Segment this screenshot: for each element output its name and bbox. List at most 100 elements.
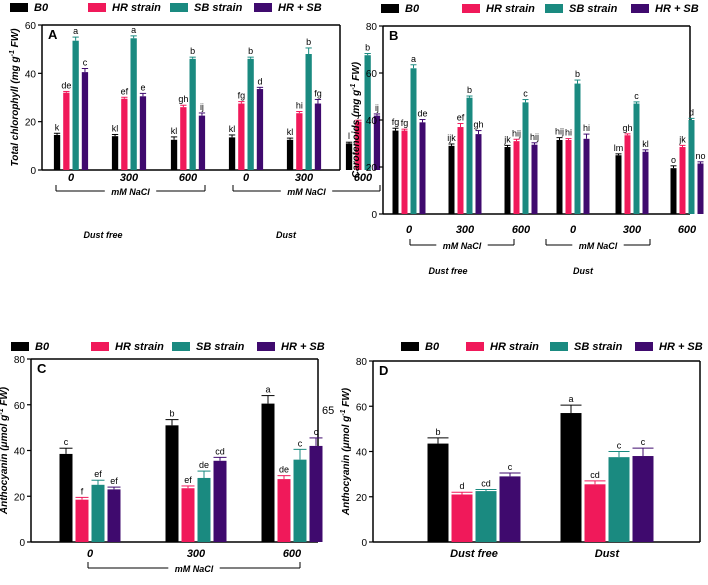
bar bbox=[457, 127, 464, 214]
significance-letter: fg bbox=[392, 117, 400, 127]
legend-swatch bbox=[257, 342, 275, 351]
legend-label: HR strain bbox=[112, 2, 161, 14]
x-tick-label: 600 bbox=[283, 548, 302, 560]
legend-swatch bbox=[401, 342, 419, 351]
legend-label: HR + SB bbox=[278, 2, 322, 14]
significance-letter: b bbox=[575, 69, 580, 79]
significance-letter: kl bbox=[642, 139, 649, 149]
legend-label: HR strain bbox=[115, 341, 164, 353]
bar bbox=[305, 54, 312, 170]
significance-letter: c bbox=[508, 462, 513, 472]
y-tick-label: 60 bbox=[25, 21, 37, 32]
legend-label: HR + SB bbox=[659, 341, 703, 353]
y-axis-label-main: Anthocyanin bbox=[0, 451, 10, 515]
x-tick-label: 300 bbox=[623, 224, 642, 236]
y-tick-label: 20 bbox=[25, 118, 37, 129]
bar bbox=[688, 120, 695, 214]
legend-swatch bbox=[170, 3, 188, 12]
bar bbox=[401, 130, 408, 214]
significance-letter: hij bbox=[555, 127, 564, 137]
bar bbox=[213, 460, 227, 542]
bar bbox=[560, 413, 582, 542]
significance-letter: ef bbox=[94, 469, 102, 479]
significance-letter: c bbox=[523, 89, 528, 99]
bar bbox=[608, 457, 630, 542]
significance-letter: no bbox=[695, 151, 705, 161]
y-tick-label: 20 bbox=[366, 163, 378, 174]
y-tick-label: 20 bbox=[356, 493, 368, 504]
group-label-bg bbox=[436, 238, 488, 251]
y-tick-label: 60 bbox=[366, 69, 378, 80]
y-axis-label-exp: -1 bbox=[9, 50, 16, 56]
bar bbox=[293, 459, 307, 542]
significance-letter: j bbox=[356, 109, 359, 119]
legend-swatch bbox=[254, 3, 272, 12]
panel-label: D bbox=[379, 363, 388, 378]
significance-letter: fg bbox=[401, 118, 409, 128]
x-tick-label: 300 bbox=[120, 172, 139, 184]
bar bbox=[91, 484, 105, 542]
x-tick-label: 0 bbox=[406, 224, 413, 236]
significance-letter: ef bbox=[184, 475, 192, 485]
y-tick-label: 40 bbox=[25, 69, 37, 80]
y-tick-label: 0 bbox=[30, 166, 36, 177]
group-label-bg bbox=[572, 238, 624, 251]
significance-letter: d bbox=[257, 76, 262, 86]
bar bbox=[256, 89, 264, 170]
bar bbox=[72, 40, 79, 171]
panel-label: C bbox=[37, 361, 47, 376]
y-axis-label-tail: FW) bbox=[351, 61, 362, 83]
bar bbox=[364, 55, 371, 171]
significance-letter: de bbox=[61, 80, 71, 90]
y-axis-label-exp: -1 bbox=[350, 83, 357, 89]
x-tick-label: 0 bbox=[68, 172, 75, 184]
significance-letter: gh bbox=[473, 120, 483, 130]
legend-swatch bbox=[11, 342, 29, 351]
y-axis-label-tail: FW) bbox=[0, 386, 10, 408]
y-tick-label: 0 bbox=[19, 538, 25, 549]
x-tick-label: 300 bbox=[295, 172, 314, 184]
significance-letter: b bbox=[306, 37, 311, 47]
group-label-bg bbox=[280, 184, 333, 197]
x-tick-label: 600 bbox=[678, 224, 697, 236]
y-axis-label: Anthocyanin (μmol g-1 FW) bbox=[340, 387, 352, 516]
significance-letter: a bbox=[73, 26, 78, 36]
bar bbox=[522, 102, 529, 214]
legend-swatch bbox=[10, 3, 28, 12]
significance-letter: fg bbox=[238, 91, 246, 101]
y-axis-label-unit: (μmol g bbox=[0, 415, 10, 451]
significance-letter: kl bbox=[171, 126, 178, 136]
bar bbox=[632, 456, 654, 542]
bar bbox=[565, 139, 572, 214]
y-tick-label: 40 bbox=[366, 116, 378, 127]
bar bbox=[633, 103, 640, 214]
bar bbox=[247, 58, 254, 171]
significance-letter: gh bbox=[178, 94, 188, 104]
bar bbox=[296, 113, 303, 170]
y-tick-label: 60 bbox=[14, 401, 26, 412]
y-axis-label: Total chlorophyll (mg g-1 FW) bbox=[9, 28, 21, 167]
group-label: mM NaCl bbox=[443, 241, 482, 251]
legend-label: B0 bbox=[34, 2, 49, 14]
significance-letter: de bbox=[279, 465, 289, 475]
significance-letter: b bbox=[169, 409, 174, 419]
significance-letter: c bbox=[314, 427, 319, 437]
legend-swatch bbox=[466, 342, 484, 351]
bar bbox=[314, 103, 322, 170]
significance-letter: kl bbox=[229, 124, 236, 134]
legend-swatch bbox=[635, 342, 653, 351]
significance-letter: hij bbox=[530, 132, 539, 142]
bar bbox=[121, 98, 128, 170]
x-tick-label: 0 bbox=[570, 224, 577, 236]
bar bbox=[59, 453, 73, 542]
y-axis-label-tail: FW) bbox=[341, 387, 352, 409]
group-label-bg bbox=[104, 184, 157, 197]
significance-letter: de bbox=[199, 460, 209, 470]
legend-label: HR strain bbox=[490, 341, 539, 353]
legend-swatch bbox=[172, 342, 190, 351]
significance-letter: ef bbox=[457, 113, 465, 123]
y-axis-label-main: Total chlorophyll bbox=[10, 84, 21, 167]
bar bbox=[75, 499, 89, 542]
bar bbox=[130, 38, 137, 170]
significance-letter: d bbox=[459, 481, 464, 491]
